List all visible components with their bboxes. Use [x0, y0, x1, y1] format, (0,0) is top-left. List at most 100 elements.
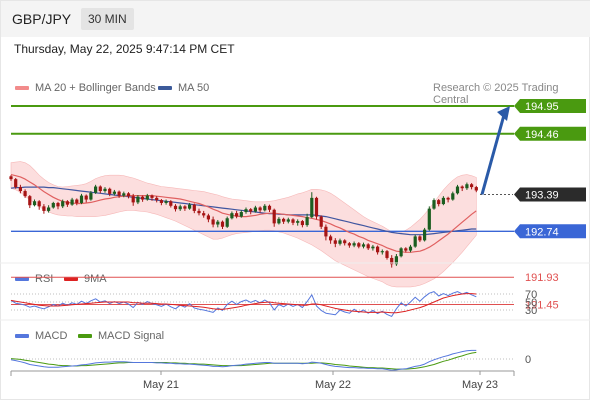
candle-body — [178, 206, 182, 210]
level-tag-target — [514, 99, 586, 113]
timestamp: Thursday, May 22, 2025 9:47:14 PM CET — [14, 42, 235, 56]
candle-body — [319, 216, 323, 227]
candle-body — [329, 236, 333, 241]
candle-body — [413, 236, 417, 247]
candle-body — [423, 229, 427, 241]
rsi-line — [10, 291, 477, 317]
level-label-last: 193.39 — [525, 189, 559, 201]
candle-body — [155, 197, 159, 201]
candle-body — [352, 243, 356, 246]
legend-macd-signal-label: MACD Signal — [98, 330, 165, 342]
candle-body — [465, 184, 469, 189]
level-tag-support — [514, 224, 586, 239]
candle-body — [324, 226, 328, 237]
symbol-label: GBP/JPY — [12, 11, 72, 27]
candle-body — [258, 207, 262, 211]
candle-body — [272, 209, 276, 224]
candle-body — [446, 197, 450, 200]
candle-body — [188, 204, 192, 209]
legend-rsi-ma-label: 9MA — [84, 273, 107, 285]
header-bar: GBP/JPY 30 MIN — [1, 1, 590, 37]
legend-macd-label: MACD — [35, 330, 68, 342]
candle-body — [9, 176, 13, 180]
candle-body — [61, 201, 65, 207]
ma20-swatch — [15, 86, 29, 90]
candle-body — [75, 199, 79, 203]
candle-body — [474, 187, 478, 191]
candle-body — [47, 207, 51, 211]
candle-body — [108, 188, 112, 194]
rsi-tick-label: 30 — [525, 305, 537, 317]
candle-body — [300, 221, 304, 226]
candle-body — [192, 204, 196, 211]
candle-body — [159, 200, 163, 203]
candle-body — [56, 202, 60, 207]
candle-body — [197, 210, 201, 214]
candle-body — [51, 202, 55, 208]
candle-body — [437, 200, 441, 205]
candle-body — [305, 217, 309, 226]
ma50-swatch — [158, 86, 172, 90]
candle-body — [380, 251, 384, 253]
candle-body — [455, 186, 460, 194]
candle-body — [32, 201, 37, 206]
candle-body — [103, 188, 107, 192]
legend-macd-signal: MACD Signal — [78, 330, 164, 342]
candle-body — [206, 215, 210, 220]
candle-body — [235, 213, 239, 217]
macd-line — [10, 349, 477, 371]
candle-body — [470, 184, 474, 188]
legend-ma50: MA 50 — [158, 82, 209, 94]
level-label-support: 192.74 — [525, 226, 559, 238]
candle-body — [230, 213, 234, 219]
candle-body — [18, 187, 22, 192]
bollinger-band-area — [10, 161, 477, 288]
candle-body — [371, 246, 375, 249]
candle-body — [122, 193, 126, 196]
candle-body — [14, 179, 18, 188]
candle-body — [282, 218, 286, 222]
candle-body — [385, 251, 389, 258]
rsi-ma-line — [10, 293, 477, 314]
candle-body — [202, 213, 206, 216]
candle-body — [432, 200, 436, 209]
candle-body — [145, 195, 149, 200]
macd-signal-line — [10, 351, 477, 370]
macd-swatch — [15, 334, 29, 338]
candle-body — [79, 195, 84, 203]
candle-body — [427, 208, 431, 230]
legend-rsi-label: RSI — [35, 273, 54, 285]
candle-body — [42, 206, 46, 211]
ma50-line — [10, 186, 477, 236]
legend-ma20-label: MA 20 + Bollinger Bands — [35, 82, 156, 94]
legend-ma20: MA 20 + Bollinger Bands — [15, 82, 156, 94]
candle-body — [263, 205, 267, 211]
candle-body — [451, 193, 455, 200]
candle-body — [310, 197, 314, 218]
candle-body — [408, 246, 413, 251]
candle-body — [150, 195, 154, 198]
candle-body — [343, 240, 347, 244]
candle-body — [37, 201, 41, 207]
candle-body — [94, 186, 98, 193]
timeframe-button[interactable]: 30 MIN — [81, 8, 134, 30]
level-tag-last — [514, 187, 586, 202]
candle-body — [366, 244, 370, 249]
candle-body — [225, 218, 229, 227]
level-label-target: 194.46 — [525, 129, 559, 141]
candle-body — [112, 191, 116, 194]
candle-body — [173, 205, 178, 210]
rsi-swatch — [15, 277, 29, 281]
candle-body — [84, 195, 88, 200]
candle-body — [183, 206, 187, 209]
candle-body — [296, 221, 300, 223]
candle-body — [65, 201, 69, 205]
forecast-arrow-shaft — [480, 114, 506, 195]
candle-body — [126, 193, 131, 197]
candle-body — [244, 209, 248, 213]
candle-body — [404, 248, 408, 251]
candle-body — [70, 199, 74, 205]
x-tick-label: May 22 — [315, 379, 351, 391]
candle-body — [291, 219, 295, 223]
